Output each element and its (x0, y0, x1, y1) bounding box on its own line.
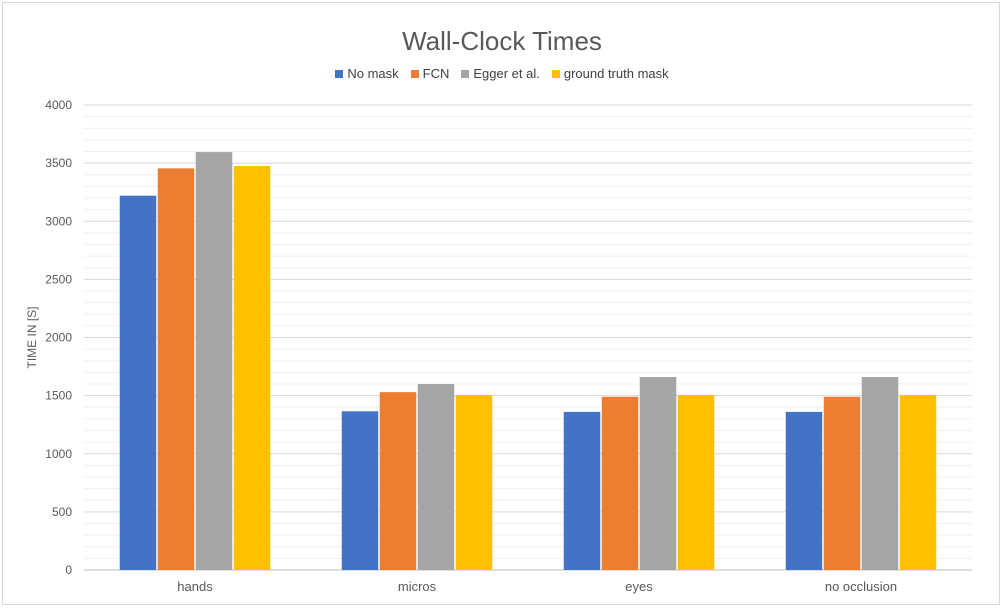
y-tick-label: 3500 (45, 156, 72, 170)
x-tick-label: micros (398, 579, 437, 594)
y-tick-label: 2000 (45, 331, 72, 345)
y-tick-label: 2500 (45, 272, 72, 286)
bar (455, 395, 493, 570)
bar (601, 396, 639, 570)
bar (341, 411, 379, 570)
bar (119, 195, 157, 571)
legend-label: Egger et al. (473, 66, 540, 81)
legend-item: No mask (335, 66, 399, 81)
legend-item: FCN (410, 66, 450, 81)
y-axis-label: TIME IN [S] (25, 306, 39, 368)
bar (861, 377, 899, 570)
legend-label: FCN (422, 66, 450, 81)
bar (195, 152, 233, 571)
bar (785, 411, 823, 570)
y-tick-label: 4000 (45, 98, 72, 112)
y-tick-label: 500 (52, 505, 72, 519)
bar (677, 395, 715, 570)
legend: No mask FCN Egger et al. ground truth mask (0, 66, 1004, 81)
bar (563, 411, 601, 570)
legend-label: ground truth mask (563, 66, 669, 81)
y-tick-label: 0 (65, 563, 72, 577)
legend-label: No mask (347, 66, 399, 81)
bar (823, 396, 861, 570)
legend-swatch (461, 69, 470, 78)
x-tick-label: hands (177, 579, 213, 594)
y-tick-label: 1500 (45, 389, 72, 403)
legend-swatch (410, 69, 419, 78)
chart-title: Wall-Clock Times (402, 26, 602, 56)
y-tick-label: 3000 (45, 214, 72, 228)
x-tick-label: eyes (625, 579, 653, 594)
bar (233, 166, 271, 570)
bar (379, 392, 417, 570)
bar (899, 395, 937, 570)
x-tick-label: no occlusion (825, 579, 897, 594)
bar (639, 377, 677, 570)
bar (417, 384, 455, 570)
legend-item: Egger et al. (461, 66, 540, 81)
legend-swatch (551, 69, 560, 78)
y-tick-label: 1000 (45, 447, 72, 461)
legend-swatch (335, 69, 344, 78)
legend-item: ground truth mask (551, 66, 669, 81)
bar (157, 168, 195, 570)
